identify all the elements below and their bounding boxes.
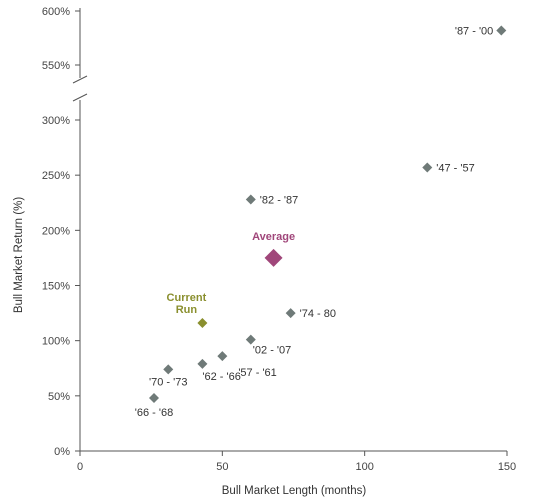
data-point-marker xyxy=(496,25,507,36)
highlight-points: Average Current Run xyxy=(167,231,295,329)
data-point-label: '62 - '66 xyxy=(202,371,240,383)
highlight-label-line: Average xyxy=(252,231,295,243)
data-point-marker xyxy=(245,334,256,345)
y-tick-label: 200% xyxy=(42,225,70,237)
x-tick-label: 0 xyxy=(77,461,83,473)
data-point-label: '70 - '73 xyxy=(149,376,187,388)
axis-break-mark xyxy=(72,93,88,102)
highlight-label-line: Run xyxy=(176,304,198,316)
highlight-label: Average xyxy=(252,231,295,243)
highlight-marker xyxy=(264,248,283,267)
highlight-label-line: Current xyxy=(167,292,207,304)
x-axis-title: Bull Market Length (months) xyxy=(222,485,367,497)
y-tick-label: 100% xyxy=(42,336,70,348)
data-point-marker xyxy=(217,351,228,362)
data-point-marker xyxy=(285,308,296,319)
y-tick-label: 50% xyxy=(48,391,70,403)
data-point-marker xyxy=(149,393,160,404)
y-tick-label: 250% xyxy=(42,170,70,182)
y-axis-title: Bull Market Return (%) xyxy=(13,197,25,313)
data-point-marker xyxy=(245,194,256,205)
data-point-label: '02 - '07 xyxy=(253,345,291,357)
data-point-marker xyxy=(197,358,208,369)
highlight-label: Current Run xyxy=(167,292,207,316)
x-tick-label: 150 xyxy=(498,461,516,473)
data-points: '87 - '00 '47 - '57 '82 - '87 '74 - 80 '02 -… xyxy=(135,25,507,419)
y-tick-label: 300% xyxy=(42,115,70,127)
data-point-marker xyxy=(422,162,433,173)
data-point-label: '66 - '68 xyxy=(135,407,173,419)
x-tick-label: 50 xyxy=(216,461,228,473)
y-tick-label: 0% xyxy=(54,446,70,458)
y-ticks: 0% 50% 100% 150% 200% 250% 300% 550% 600% xyxy=(42,6,80,458)
data-point-label: '82 - '87 xyxy=(260,194,298,206)
data-point-label: '47 - '57 xyxy=(436,162,474,174)
y-tick-label: 550% xyxy=(42,60,70,72)
data-point-label: '74 - 80 xyxy=(300,308,336,320)
x-tick-label: 100 xyxy=(355,461,373,473)
highlight-marker xyxy=(197,318,208,329)
data-point-label: '87 - '00 xyxy=(455,25,493,37)
data-point-marker xyxy=(163,364,174,375)
axis-break-mark xyxy=(72,75,88,84)
y-tick-label: 600% xyxy=(42,6,70,18)
y-tick-label: 150% xyxy=(42,281,70,293)
y-axis xyxy=(72,8,88,451)
x-ticks: 0 50 100 150 xyxy=(77,451,516,473)
data-point-label: '57 - '61 xyxy=(238,367,276,379)
